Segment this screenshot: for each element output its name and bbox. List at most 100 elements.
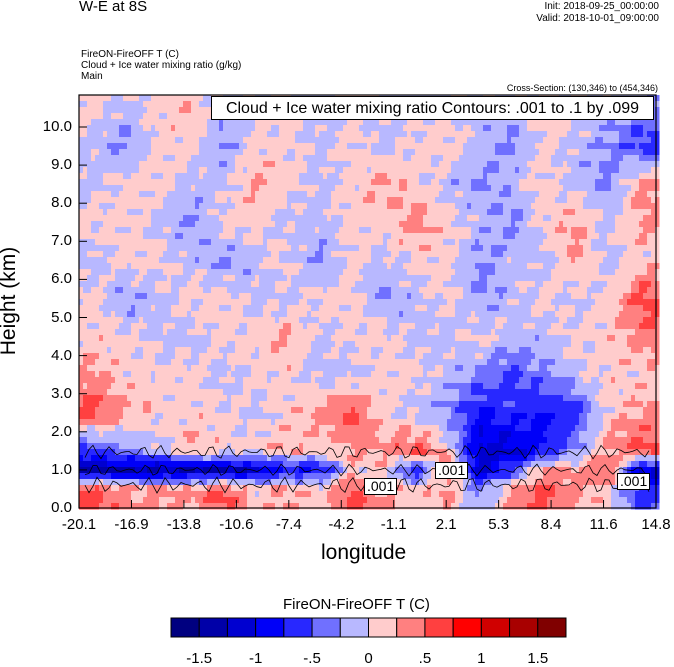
heatmap-cell — [551, 143, 556, 150]
heatmap-cell — [579, 209, 584, 216]
heatmap-cell — [423, 173, 428, 180]
heatmap-cell — [587, 203, 592, 210]
heatmap-cell — [647, 185, 652, 192]
heatmap-cell — [607, 203, 612, 210]
heatmap-cell — [111, 263, 116, 270]
heatmap-cell — [627, 197, 632, 204]
heatmap-cell — [247, 191, 252, 198]
heatmap-cell — [479, 125, 484, 132]
heatmap-cell — [431, 125, 436, 132]
heatmap-cell — [631, 185, 636, 192]
heatmap-cell — [563, 287, 568, 294]
heatmap-cell — [159, 149, 164, 156]
heatmap-cell — [295, 233, 300, 240]
heatmap-cell — [143, 245, 148, 252]
heatmap-cell — [219, 221, 224, 228]
heatmap-cell — [255, 155, 260, 162]
heatmap-cell — [539, 209, 544, 216]
heatmap-cell — [323, 227, 328, 234]
heatmap-cell — [579, 185, 584, 192]
heatmap-cell — [515, 191, 520, 198]
heatmap-cell — [499, 281, 504, 288]
heatmap-cell — [459, 287, 464, 294]
heatmap-cell — [259, 119, 264, 126]
heatmap-cell — [403, 179, 408, 186]
heatmap-cell — [211, 131, 216, 138]
heatmap-cell — [543, 221, 548, 228]
heatmap-cell — [363, 269, 368, 276]
heatmap-cell — [299, 299, 304, 306]
heatmap-cell — [515, 119, 520, 126]
heatmap-cell — [375, 215, 380, 222]
heatmap-cell — [91, 173, 96, 180]
heatmap-cell — [435, 215, 440, 222]
heatmap-cell — [219, 233, 224, 240]
heatmap-cell — [439, 245, 444, 252]
heatmap-cell — [219, 155, 224, 162]
heatmap-cell — [271, 239, 276, 246]
heatmap-cell — [655, 227, 660, 234]
heatmap-cell — [547, 203, 552, 210]
heatmap-cell — [643, 275, 648, 282]
heatmap-cell — [163, 209, 168, 216]
heatmap-cell — [363, 221, 368, 228]
heatmap-cell — [347, 257, 352, 264]
heatmap-cell — [323, 155, 328, 162]
heatmap-cell — [495, 143, 500, 150]
heatmap-cell — [147, 221, 152, 228]
heatmap-cell — [579, 269, 584, 276]
heatmap-cell — [123, 173, 128, 180]
heatmap-cell — [303, 233, 308, 240]
heatmap-cell — [483, 221, 488, 228]
heatmap-cell — [103, 191, 108, 198]
heatmap-cell — [123, 131, 128, 138]
heatmap-cell — [207, 209, 212, 216]
heatmap-cell — [423, 233, 428, 240]
heatmap-cell — [615, 221, 620, 228]
heatmap-cell — [231, 215, 236, 222]
heatmap-cell — [131, 137, 136, 144]
heatmap-cell — [567, 239, 572, 246]
heatmap-cell — [279, 209, 284, 216]
heatmap-cell — [387, 125, 392, 132]
heatmap-cell — [407, 167, 412, 174]
heatmap-cell — [567, 287, 572, 294]
heatmap-cell — [99, 299, 104, 306]
heatmap-cell — [327, 125, 332, 132]
heatmap-cell — [299, 281, 304, 288]
heatmap-cell — [523, 173, 528, 180]
heatmap-cell — [607, 125, 612, 132]
heatmap-cell — [307, 185, 312, 192]
heatmap-cell — [231, 245, 236, 252]
heatmap-cell — [267, 275, 272, 282]
heatmap-cell — [587, 173, 592, 180]
heatmap-cell — [379, 203, 384, 210]
heatmap-cell — [119, 293, 124, 300]
heatmap-cell — [363, 203, 368, 210]
heatmap-cell — [387, 293, 392, 300]
heatmap-cell — [263, 131, 268, 138]
heatmap-cell — [547, 269, 552, 276]
heatmap-cell — [623, 245, 628, 252]
heatmap-cell — [355, 251, 360, 258]
heatmap-cell — [143, 221, 148, 228]
heatmap-cell — [287, 203, 292, 210]
heatmap-cell — [483, 155, 488, 162]
heatmap-cell — [183, 215, 188, 222]
heatmap-cell — [167, 203, 172, 210]
heatmap-cell — [403, 137, 408, 144]
heatmap-cell — [599, 197, 604, 204]
heatmap-cell — [443, 209, 448, 216]
heatmap-cell — [479, 251, 484, 258]
heatmap-cell — [463, 293, 468, 300]
heatmap-cell — [467, 167, 472, 174]
heatmap-cell — [187, 281, 192, 288]
heatmap-cell — [295, 281, 300, 288]
heatmap-cell — [367, 239, 372, 246]
heatmap-cell — [523, 167, 528, 174]
heatmap-cell — [407, 179, 412, 186]
heatmap-cell — [295, 239, 300, 246]
heatmap-cell — [159, 173, 164, 180]
heatmap-cell — [83, 287, 88, 294]
heatmap-cell — [651, 209, 656, 216]
